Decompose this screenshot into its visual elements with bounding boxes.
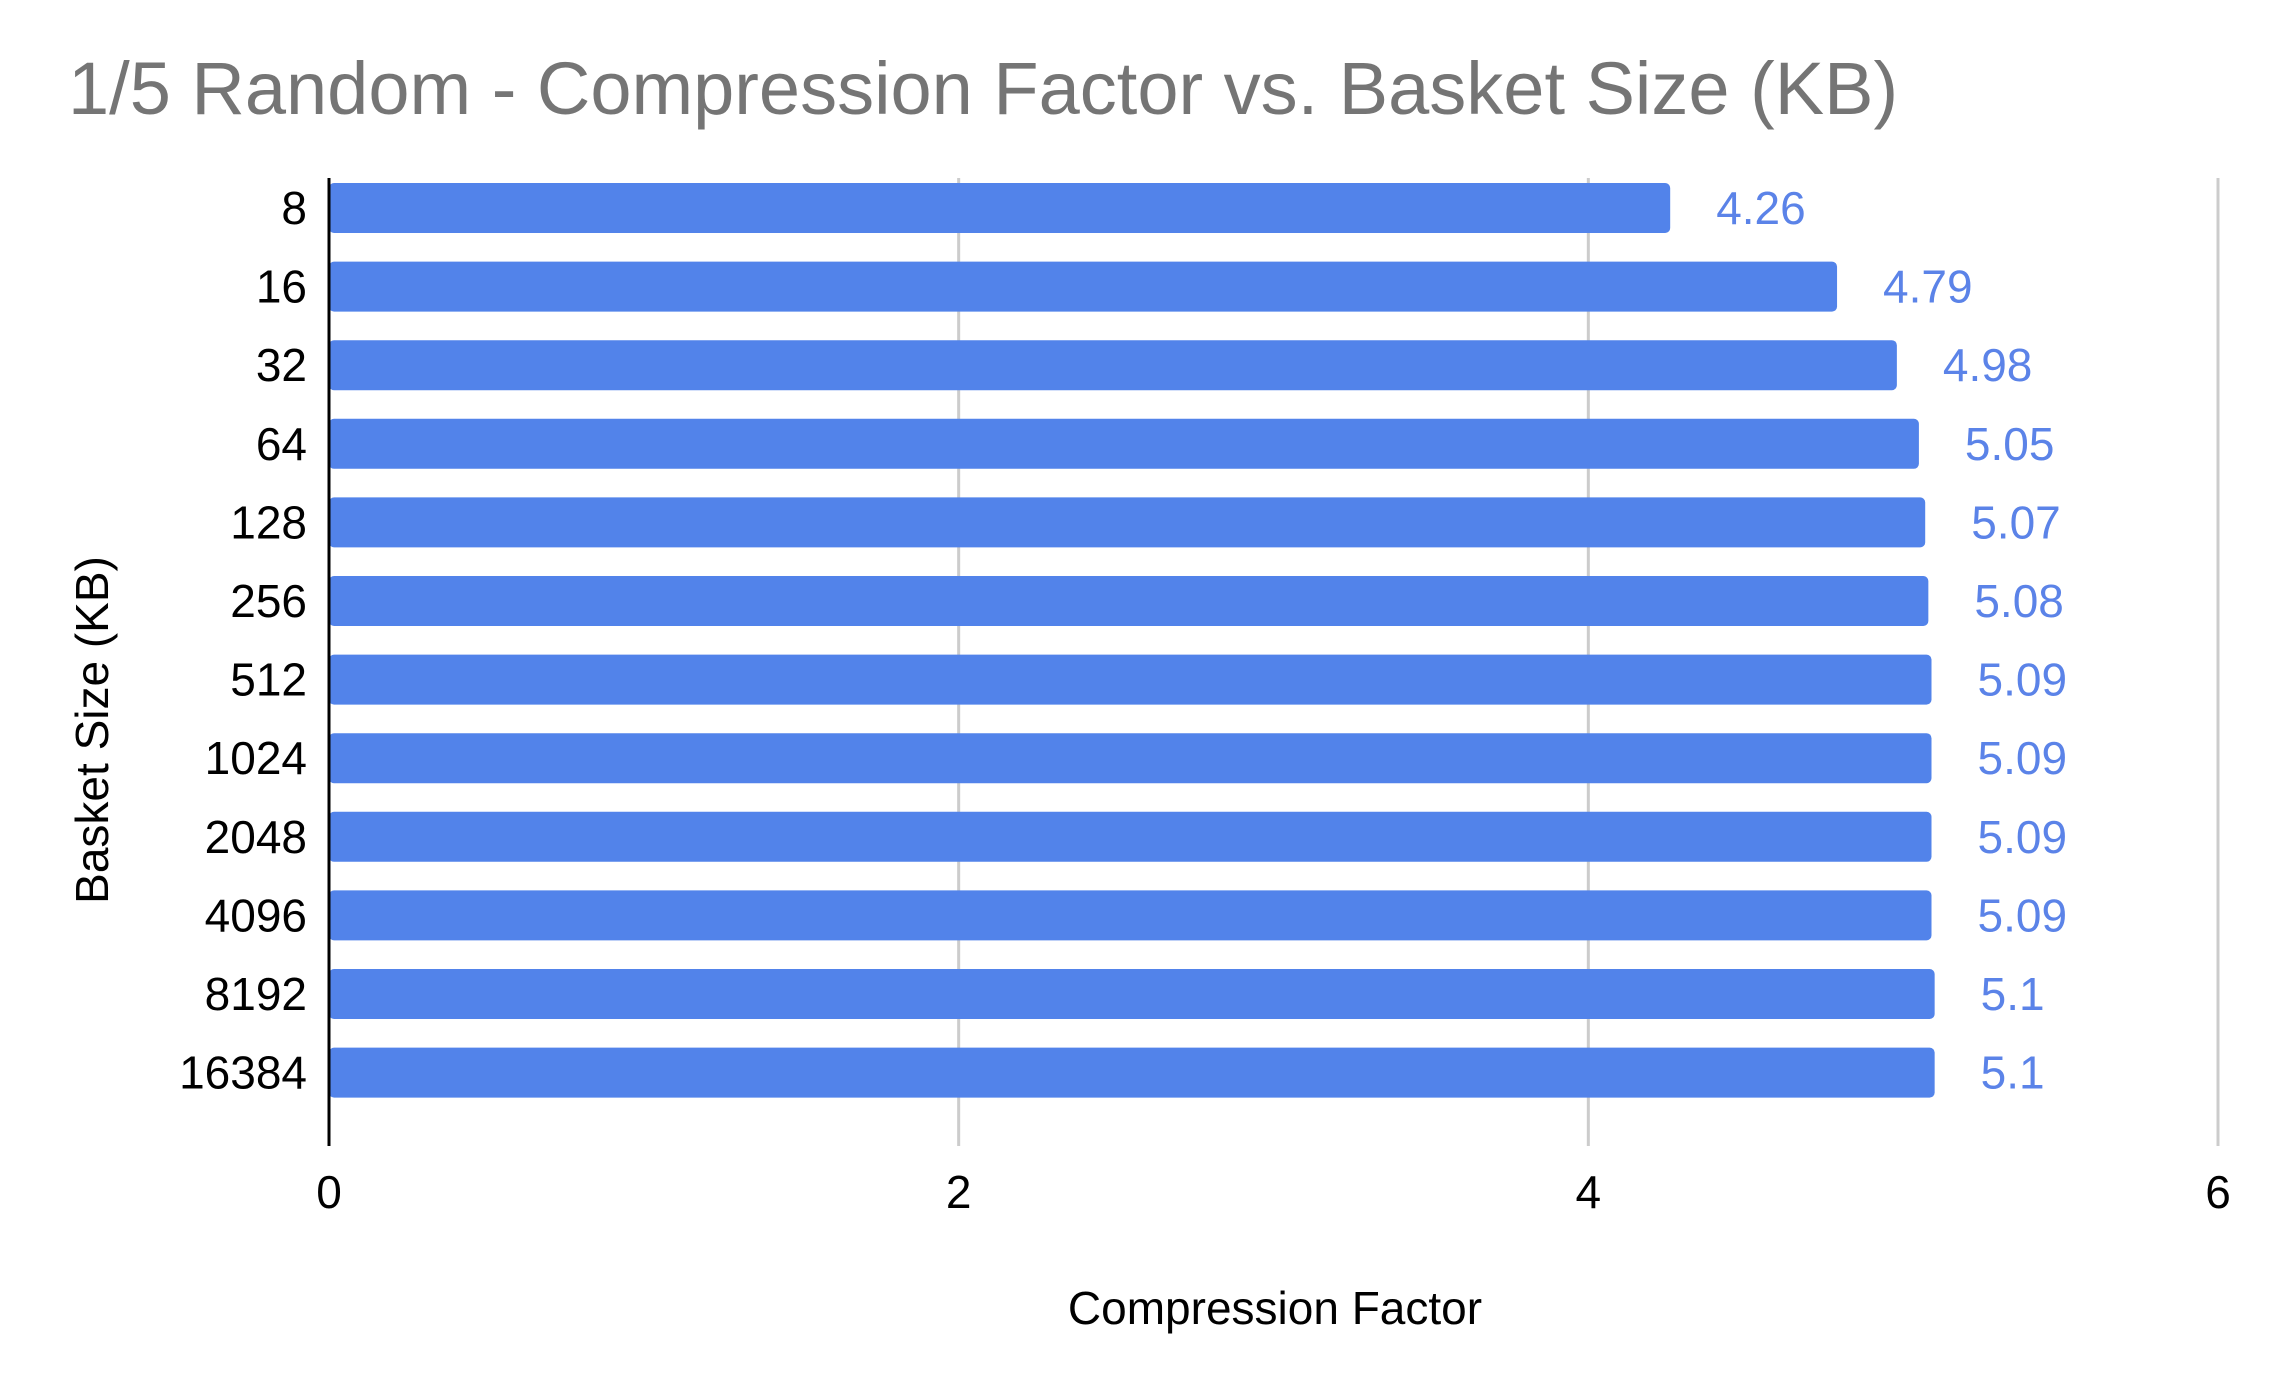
data-label: 4.26 (1716, 182, 1806, 234)
x-axis-title: Compression Factor (1068, 1282, 1482, 1334)
bar (329, 497, 1926, 548)
bar (329, 261, 1838, 312)
y-tick-label: 2048 (205, 811, 307, 863)
x-tick-label: 6 (2205, 1166, 2231, 1218)
chart-title: 1/5 Random - Compression Factor vs. Bask… (68, 47, 1898, 130)
y-tick-label: 32 (256, 339, 307, 391)
data-label: 5.09 (1978, 654, 2068, 706)
x-tick-label: 2 (946, 1166, 972, 1218)
y-tick-label: 8 (281, 182, 307, 234)
y-tick-label: 512 (230, 654, 307, 706)
x-tick-label: 0 (316, 1166, 342, 1218)
bar (329, 733, 1932, 784)
data-label: 5.08 (1974, 575, 2064, 627)
bar (329, 576, 1929, 626)
data-label: 5.09 (1978, 889, 2068, 941)
data-label: 5.1 (1981, 968, 2045, 1020)
y-tick-label: 4096 (205, 889, 307, 941)
y-tick-label: 256 (230, 575, 307, 627)
bar (329, 340, 1897, 391)
data-label: 5.05 (1965, 418, 2055, 470)
y-tick-label: 64 (256, 418, 307, 470)
bar (329, 1047, 1935, 1098)
y-tick-label: 128 (230, 496, 307, 548)
bars (329, 183, 1935, 1098)
data-label: 5.1 (1981, 1047, 2045, 1099)
data-label: 4.98 (1943, 339, 2033, 391)
data-label: 5.09 (1978, 732, 2068, 784)
data-label: 5.07 (1971, 496, 2061, 548)
bar (329, 418, 1919, 469)
bar (329, 890, 1932, 941)
y-axis-ticks: 8 16 32 64 128 256 512 1024 2048 4096 8192 16384 (179, 182, 307, 1099)
y-tick-label: 8192 (205, 968, 307, 1020)
x-axis-ticks: 0 2 4 6 (316, 1166, 2231, 1218)
y-tick-label: 16 (256, 261, 307, 313)
bar (329, 969, 1935, 1019)
data-labels: 4.26 4.79 4.98 5.05 5.07 5.08 5.09 5.09 5.09 5.09… (1716, 182, 2067, 1099)
bar (329, 183, 1671, 233)
y-tick-label: 16384 (179, 1047, 307, 1099)
data-label: 5.09 (1978, 811, 2068, 863)
bar (329, 654, 1932, 705)
x-tick-label: 4 (1576, 1166, 1602, 1218)
data-label: 4.79 (1883, 261, 1973, 313)
bar (329, 811, 1932, 862)
y-tick-label: 1024 (205, 732, 307, 784)
y-axis-title: Basket Size (KB) (66, 556, 118, 904)
